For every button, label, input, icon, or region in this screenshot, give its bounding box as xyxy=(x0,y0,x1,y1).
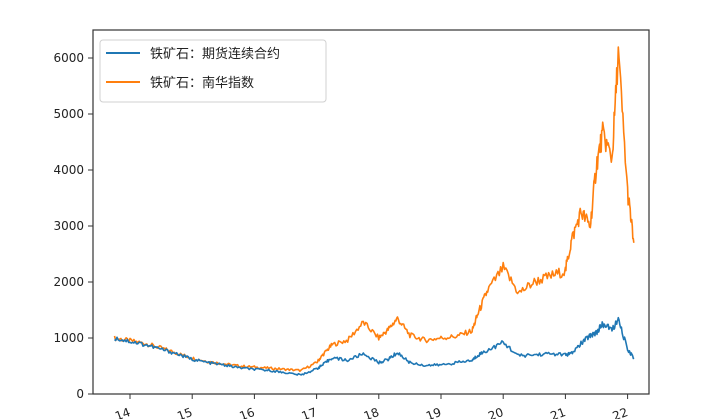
y-tick-label: 2000 xyxy=(53,275,84,289)
x-tick-label: 18 xyxy=(362,405,381,419)
y-tick-label: 3000 xyxy=(53,219,84,233)
plot-frame xyxy=(92,29,650,395)
y-tick-label: 1000 xyxy=(53,331,84,345)
legend-label-nanhua: 铁矿石：南华指数 xyxy=(150,75,254,91)
series-line-futures xyxy=(114,316,635,376)
x-tick-label: 20 xyxy=(486,405,505,419)
y-tick-label: 6000 xyxy=(53,51,84,65)
series-layer xyxy=(113,46,635,376)
y-tick-label: 5000 xyxy=(53,107,84,121)
legend-label-futures: 铁矿石：期货连续合约 xyxy=(150,46,280,62)
legend: 铁矿石：期货连续合约 铁矿石：南华指数 xyxy=(99,39,327,103)
x-tick-label: 22 xyxy=(611,405,630,419)
y-tick-label: 4000 xyxy=(53,163,84,177)
x-tick-label: 17 xyxy=(300,405,319,419)
x-tick-label: 21 xyxy=(548,405,567,419)
x-axis: 14 15 16 17 18 19 20 21 22 xyxy=(113,394,630,419)
x-tick-label: 16 xyxy=(237,405,256,419)
x-tick-label: 19 xyxy=(424,405,443,419)
x-tick-label: 15 xyxy=(175,405,194,419)
y-axis: 0 1000 2000 3000 4000 5000 6000 xyxy=(53,51,93,401)
x-tick-label: 14 xyxy=(113,405,132,419)
legend-box xyxy=(99,39,327,103)
y-tick-label: 0 xyxy=(76,387,84,401)
